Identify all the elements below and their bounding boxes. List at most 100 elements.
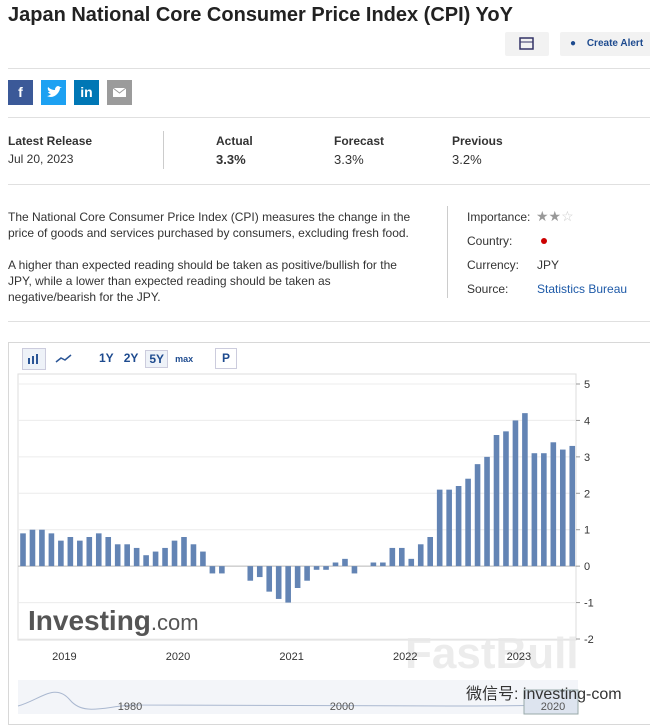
bar xyxy=(342,558,348,567)
range-button[interactable]: 5Y xyxy=(145,350,169,368)
previous-label: Previous xyxy=(452,134,503,148)
description-paragraph: The National Core Consumer Price Index (… xyxy=(8,210,411,240)
bell-icon: ● xyxy=(570,38,577,49)
email-button[interactable] xyxy=(107,80,132,105)
y-tick-label: -1 xyxy=(584,598,594,610)
bar xyxy=(370,562,377,567)
x-tick-label: 2020 xyxy=(166,651,190,663)
logo: Investing xyxy=(28,605,151,636)
calendar-button[interactable] xyxy=(505,32,549,56)
bar xyxy=(332,562,339,567)
navigator-label: 1980 xyxy=(118,701,142,713)
navigator-label: 2000 xyxy=(330,701,354,713)
bar xyxy=(399,547,405,567)
bar xyxy=(380,562,386,567)
range-button[interactable]: 2Y xyxy=(123,351,139,365)
bar xyxy=(29,529,36,567)
actual-label: Actual xyxy=(216,134,253,148)
plot-area xyxy=(17,373,577,641)
bar xyxy=(465,478,471,567)
y-tick-label: 4 xyxy=(584,415,590,427)
bar xyxy=(503,431,509,567)
description-paragraph: A higher than expected reading should be… xyxy=(8,258,397,304)
create-alert-button[interactable]: ● Create Alert xyxy=(560,32,650,56)
y-tick-label: 2 xyxy=(584,488,590,500)
country-label: Country: xyxy=(467,234,513,248)
create-alert-label: Create Alert xyxy=(586,38,644,49)
bar xyxy=(256,566,263,578)
line-view-button[interactable] xyxy=(52,348,74,368)
bar xyxy=(77,540,83,567)
range-button[interactable]: max xyxy=(175,354,194,364)
bar xyxy=(389,547,396,567)
forecast-label: Forecast xyxy=(334,134,385,148)
x-tick-label: 2019 xyxy=(52,651,76,663)
bar xyxy=(455,486,462,567)
navigator-window[interactable] xyxy=(523,689,579,715)
x-tick-label: 2021 xyxy=(279,651,303,663)
bar xyxy=(304,566,310,581)
bar-icon xyxy=(28,354,38,364)
twitter-button[interactable] xyxy=(41,80,66,105)
bar xyxy=(86,537,93,567)
bar xyxy=(39,529,45,567)
divider xyxy=(163,131,164,169)
bar xyxy=(474,464,481,567)
currency-label: Currency: xyxy=(467,258,520,272)
facebook-button[interactable]: f xyxy=(8,80,33,105)
divider xyxy=(8,68,650,69)
bar xyxy=(143,555,149,567)
p-button[interactable]: P xyxy=(215,348,237,369)
bar xyxy=(550,442,557,567)
bar xyxy=(95,533,102,567)
bar xyxy=(114,544,121,567)
logo-suffix: .com xyxy=(151,610,199,635)
bar xyxy=(209,566,216,574)
importance-stars: ★★☆ xyxy=(536,208,574,224)
divider xyxy=(8,184,650,185)
divider xyxy=(8,117,650,118)
calendar-icon xyxy=(519,37,534,50)
actual-value: 3.3% xyxy=(216,152,246,167)
bar xyxy=(323,566,329,570)
range-buttons: 1Y 2Y 5Y max xyxy=(96,350,196,368)
bar-view-button[interactable] xyxy=(22,348,46,370)
bar xyxy=(313,566,320,570)
y-tick-label: 0 xyxy=(584,561,590,573)
previous-value: 3.2% xyxy=(452,152,482,167)
line-icon xyxy=(55,354,72,363)
bar xyxy=(531,453,538,567)
bar xyxy=(275,566,282,599)
x-tick-label: 2023 xyxy=(507,651,531,663)
bar xyxy=(541,453,547,567)
bar xyxy=(512,420,519,567)
bar xyxy=(124,544,130,567)
navigator xyxy=(18,680,578,714)
twitter-icon xyxy=(47,86,62,97)
bar xyxy=(247,566,254,581)
x-tick-label: 2022 xyxy=(393,651,417,663)
bar xyxy=(190,544,197,567)
bar xyxy=(417,544,424,567)
y-tick-label: 5 xyxy=(584,379,590,391)
range-button[interactable]: 1Y xyxy=(99,351,114,365)
y-tick-label: -2 xyxy=(584,634,594,646)
bar xyxy=(58,540,64,567)
source-link[interactable]: Statistics Bureau xyxy=(537,282,628,296)
linkedin-button[interactable]: in xyxy=(74,80,99,105)
y-tick-label: 3 xyxy=(584,452,590,464)
bar xyxy=(152,551,159,567)
bar xyxy=(219,566,225,574)
bar xyxy=(408,558,415,567)
divider xyxy=(8,321,650,322)
bar xyxy=(266,566,273,592)
bar xyxy=(559,449,566,567)
wechat-watermark: 微信号: investing-com xyxy=(466,685,622,703)
page-title: Japan National Core Consumer Price Index… xyxy=(8,4,513,26)
forecast-value: 3.3% xyxy=(334,152,364,167)
source-label: Source: xyxy=(467,282,509,296)
currency-value: JPY xyxy=(537,258,560,272)
japan-flag xyxy=(537,235,551,247)
